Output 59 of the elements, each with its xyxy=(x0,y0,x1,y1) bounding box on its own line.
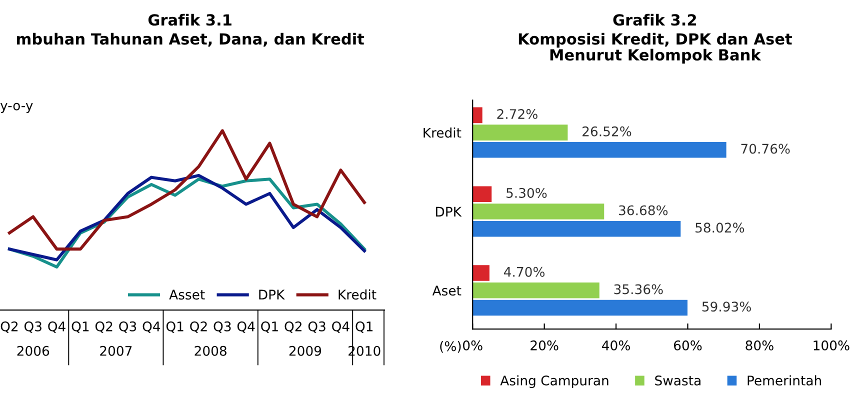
data-label: 36.68% xyxy=(619,205,668,216)
x-tick-label: Q1 xyxy=(356,321,373,333)
x-tick-label: Q1 xyxy=(166,321,184,333)
y-tick-label: DPK xyxy=(436,206,462,216)
x-tick-label: Q2 xyxy=(0,321,18,333)
x-tick-label: Q4 xyxy=(142,321,160,333)
x-tick-label: Q2 xyxy=(190,321,207,333)
x-tick-label: Q3 xyxy=(119,321,136,333)
text: 2006 xyxy=(17,346,50,356)
data-label: 70.76% xyxy=(741,144,790,154)
legend-label: DPK xyxy=(259,290,285,300)
legend-label: Swasta xyxy=(655,376,700,386)
data-label: 35.36% xyxy=(614,284,663,294)
text: 2007 xyxy=(100,346,132,356)
chart-title: Grafik 3.1 xyxy=(148,14,232,26)
x-tick-label: Q4 xyxy=(237,321,255,333)
bar xyxy=(472,107,482,124)
x-tick-label: Q3 xyxy=(308,321,326,333)
chart-subtitle: Komposisi Kredit, DPK dan Aset Menurut Kelompok Bank xyxy=(518,32,792,64)
bar xyxy=(472,282,600,298)
data-label: 4.70% xyxy=(504,266,545,277)
x-tick-label: Q2 xyxy=(284,321,302,333)
data-label: 59.93% xyxy=(702,302,751,312)
y-tick-label: Aset xyxy=(432,286,462,296)
legend-label: Kredit xyxy=(338,289,376,300)
bar xyxy=(472,204,604,220)
y-axis-title: y-o-y xyxy=(0,102,33,113)
bar xyxy=(472,142,726,158)
text: (%) xyxy=(440,341,461,353)
data-label: 58.02% xyxy=(696,222,744,233)
bar xyxy=(472,186,492,202)
x-tick-label: 0% xyxy=(463,340,482,350)
bar xyxy=(472,124,568,140)
x-tick-label: 80% xyxy=(746,340,774,350)
legend-label: Asing Campuran xyxy=(500,375,608,388)
y-tick-label: Kredit xyxy=(424,128,462,138)
x-tick-label: 40% xyxy=(602,340,630,350)
data-label: 2.72% xyxy=(497,109,538,120)
x-tick-label: 60% xyxy=(674,340,702,350)
x-tick-label: 20% xyxy=(530,340,558,350)
legend-label: Pemerintah xyxy=(748,375,822,386)
x-tick-label: Q1 xyxy=(72,321,89,333)
x-tick-label: Q2 xyxy=(95,321,112,333)
x-tick-label: 100% xyxy=(814,340,850,350)
x-tick-label: Q3 xyxy=(24,321,42,333)
x-tick-label: Q1 xyxy=(261,321,278,333)
bar xyxy=(472,300,688,316)
bar xyxy=(472,220,681,237)
chart-subtitle: mbuhan Tahunan Aset, Dana, dan Kredit xyxy=(17,32,364,47)
text: 2009 xyxy=(289,346,322,356)
x-tick-label: Q4 xyxy=(48,321,66,333)
data-label: 26.52% xyxy=(582,126,632,136)
chart-title: Grafik 3.2 xyxy=(613,14,696,26)
bar xyxy=(472,265,490,281)
legend-label: Asset xyxy=(169,290,205,300)
text: 2008 xyxy=(194,346,226,356)
x-tick-label: Q4 xyxy=(332,321,350,333)
x-tick-label: Q3 xyxy=(214,321,231,333)
data-label: 5.30% xyxy=(506,188,547,198)
